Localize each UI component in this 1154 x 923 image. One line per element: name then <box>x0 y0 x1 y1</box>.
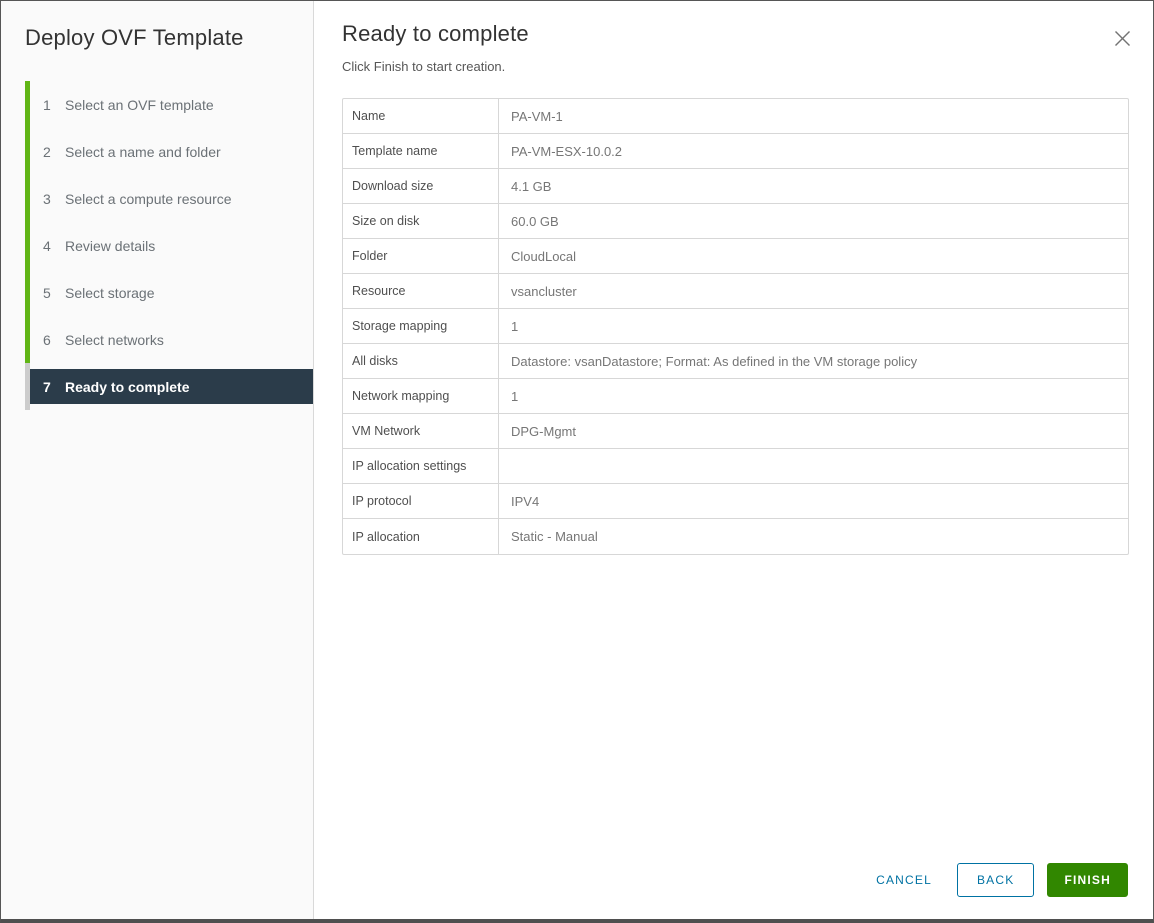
row-value: Static - Manual <box>511 529 598 544</box>
finish-button[interactable]: FINISH <box>1047 863 1128 897</box>
row-label: Folder <box>343 239 499 273</box>
step-label: Select an OVF template <box>65 96 214 113</box>
back-button[interactable]: BACK <box>956 863 1035 897</box>
row-value: vsancluster <box>511 283 577 299</box>
table-row: Storage mapping 1 <box>343 309 1128 344</box>
table-row: Download size 4.1 GB <box>343 169 1128 204</box>
row-value: PA-VM-1 <box>511 108 563 124</box>
table-row: Network mapping 1 <box>343 379 1128 414</box>
step-label: Select a name and folder <box>65 143 221 160</box>
sidebar-step-select-networks[interactable]: 6 Select networks <box>25 316 313 363</box>
row-label: IP protocol <box>343 484 499 518</box>
step-number: 6 <box>43 331 51 348</box>
sidebar-step-select-compute-resource[interactable]: 3 Select a compute resource <box>25 175 313 222</box>
row-label: Resource <box>343 274 499 308</box>
table-row: IP allocation settings <box>343 449 1128 484</box>
table-row: Name PA-VM-1 <box>343 99 1128 134</box>
wizard-footer: CANCEL BACK FINISH <box>864 863 1128 897</box>
page-subtitle: Click Finish to start creation. <box>342 59 506 74</box>
table-row: Template name PA-VM-ESX-10.0.2 <box>343 134 1128 169</box>
row-value: PA-VM-ESX-10.0.2 <box>511 143 623 159</box>
step-label: Select storage <box>65 284 155 301</box>
close-icon <box>1114 30 1130 46</box>
sidebar-step-review-details[interactable]: 4 Review details <box>25 222 313 269</box>
row-value: 1 <box>511 318 519 334</box>
row-label: VM Network <box>343 414 499 448</box>
row-value: DPG-Mgmt <box>511 423 576 439</box>
wizard-sidebar: Deploy OVF Template 1 Select an OVF temp… <box>1 1 314 919</box>
row-value: Datastore: vsanDatastore; Format: As def… <box>511 353 918 369</box>
table-row: VM Network DPG-Mgmt <box>343 414 1128 449</box>
row-label: Name <box>343 99 499 133</box>
row-value: 1 <box>511 388 519 404</box>
sidebar-step-select-name-folder[interactable]: 2 Select a name and folder <box>25 128 313 175</box>
row-label: Download size <box>343 169 499 203</box>
table-row: IP protocol IPV4 <box>343 484 1128 519</box>
table-row: Resource vsancluster <box>343 274 1128 309</box>
table-row: All disks Datastore: vsanDatastore; Form… <box>343 344 1128 379</box>
step-number: 5 <box>43 284 51 301</box>
table-row: Size on disk 60.0 GB <box>343 204 1128 239</box>
step-label: Select networks <box>65 331 164 348</box>
step-label: Review details <box>65 237 156 254</box>
wizard-title: Deploy OVF Template <box>25 25 244 50</box>
row-label: Storage mapping <box>343 309 499 343</box>
row-value <box>499 449 1128 483</box>
row-label: Size on disk <box>343 204 499 238</box>
step-label: Ready to complete <box>65 378 190 395</box>
wizard-steps: 1 Select an OVF template 2 Select a name… <box>25 81 313 410</box>
step-number: 1 <box>43 96 51 113</box>
cancel-button[interactable]: CANCEL <box>864 863 944 897</box>
row-label: IP allocation settings <box>343 449 499 483</box>
step-number: 7 <box>43 378 51 395</box>
main-header: Ready to complete Click Finish to start … <box>314 1 1153 74</box>
row-label: IP allocation <box>343 519 499 554</box>
row-label: Network mapping <box>343 379 499 413</box>
sidebar-step-ready-to-complete[interactable]: 7 Ready to complete <box>25 363 313 410</box>
wizard-main-panel: Ready to complete Click Finish to start … <box>314 1 1153 919</box>
step-label: Select a compute resource <box>65 190 232 207</box>
sidebar-step-select-ovf-template[interactable]: 1 Select an OVF template <box>25 81 313 128</box>
row-value: 4.1 GB <box>511 178 552 194</box>
close-button[interactable] <box>1111 27 1133 49</box>
row-label: Template name <box>343 134 499 168</box>
table-row: IP allocation Static - Manual <box>343 519 1128 554</box>
row-value: CloudLocal <box>511 248 577 264</box>
page-title: Ready to complete <box>342 21 529 46</box>
sidebar-step-select-storage[interactable]: 5 Select storage <box>25 269 313 316</box>
row-value: IPV4 <box>511 493 540 509</box>
row-label: All disks <box>343 344 499 378</box>
summary-table: Name PA-VM-1 Template name PA-VM-ESX-10.… <box>342 98 1129 555</box>
table-row: Folder CloudLocal <box>343 239 1128 274</box>
row-value: 60.0 GB <box>511 213 559 229</box>
step-number: 2 <box>43 143 51 160</box>
step-number: 3 <box>43 190 51 207</box>
step-number: 4 <box>43 237 51 254</box>
